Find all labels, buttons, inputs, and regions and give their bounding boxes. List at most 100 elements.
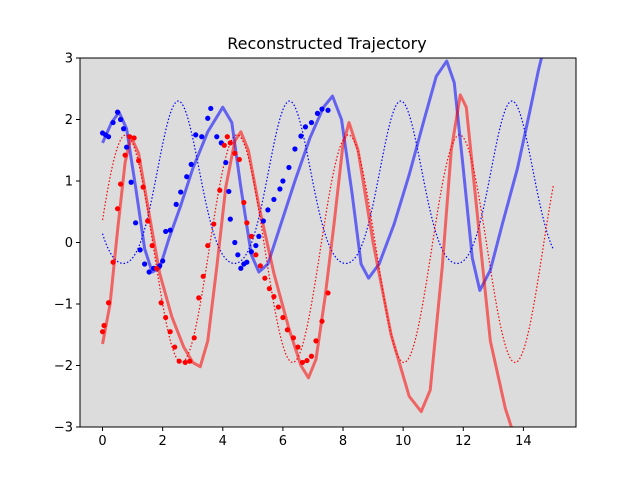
data-point-red xyxy=(262,275,268,281)
x-tick-label: 10 xyxy=(395,434,412,449)
data-point-red xyxy=(241,199,247,206)
axes-group xyxy=(80,58,576,427)
x-tick-label: 6 xyxy=(279,434,287,449)
chart-title: Reconstructed Trajectory xyxy=(227,34,426,53)
data-point-red xyxy=(131,135,137,141)
data-point-blue xyxy=(319,106,325,112)
data-point-blue xyxy=(308,119,315,126)
data-point-red xyxy=(196,295,202,301)
data-point-blue xyxy=(271,196,277,203)
data-point-red xyxy=(236,156,242,163)
data-point-red xyxy=(271,294,277,300)
data-point-red xyxy=(99,329,106,335)
y-tick-label: 0 xyxy=(65,236,73,251)
x-tick-label: 14 xyxy=(515,434,532,449)
data-point-blue xyxy=(163,228,169,235)
data-point-blue xyxy=(142,261,148,267)
data-point-red xyxy=(140,184,146,190)
data-point-blue xyxy=(298,133,304,139)
data-point-blue xyxy=(167,227,173,233)
data-point-red xyxy=(244,220,250,226)
data-point-red xyxy=(266,286,272,292)
data-point-red xyxy=(295,344,301,350)
data-point-red xyxy=(191,335,197,341)
data-point-red xyxy=(122,152,128,158)
data-point-red xyxy=(280,314,286,321)
data-point-blue xyxy=(232,239,238,246)
data-point-red xyxy=(299,359,306,366)
data-point-red xyxy=(110,259,116,265)
data-point-blue xyxy=(280,178,286,184)
data-point-red xyxy=(127,134,133,140)
data-point-blue xyxy=(114,109,121,115)
data-point-red xyxy=(182,359,188,366)
data-point-red xyxy=(154,265,160,271)
data-point-blue xyxy=(128,179,134,185)
data-point-blue xyxy=(117,116,124,123)
data-point-blue xyxy=(286,164,292,171)
data-point-red xyxy=(304,357,310,364)
data-point-red xyxy=(224,134,230,140)
y-tick-label: 2 xyxy=(65,113,73,128)
data-point-blue xyxy=(199,134,205,140)
data-point-red xyxy=(319,318,325,324)
data-point-blue xyxy=(325,107,331,113)
data-point-blue xyxy=(205,115,211,121)
data-point-red xyxy=(253,252,259,258)
data-point-red xyxy=(290,335,297,341)
y-tick-label: 3 xyxy=(65,52,73,67)
data-point-blue xyxy=(235,252,241,258)
y-tick-label: −1 xyxy=(54,298,73,313)
data-point-blue xyxy=(173,201,179,207)
data-point-red xyxy=(176,358,182,364)
x-tick-label: 4 xyxy=(219,434,227,449)
data-point-blue xyxy=(188,161,194,167)
data-point-red xyxy=(167,329,173,335)
data-point-blue xyxy=(120,126,127,132)
data-point-blue xyxy=(277,186,283,192)
data-point-blue xyxy=(226,188,232,195)
x-tick-label: 8 xyxy=(339,434,347,449)
y-tick-label: 1 xyxy=(65,175,73,190)
data-point-red xyxy=(308,353,315,359)
data-point-blue xyxy=(223,159,229,166)
data-point-red xyxy=(187,358,193,364)
y-tick-label: −3 xyxy=(54,421,73,436)
data-point-blue xyxy=(265,207,271,213)
data-point-blue xyxy=(227,216,233,222)
data-point-red xyxy=(313,338,319,344)
data-point-blue xyxy=(214,134,220,140)
data-point-red xyxy=(211,221,217,227)
data-point-blue xyxy=(302,124,309,130)
plot-background xyxy=(80,58,576,427)
x-tick-label: 0 xyxy=(98,434,106,449)
data-point-red xyxy=(325,290,331,296)
data-point-red xyxy=(172,344,178,350)
y-tick-label: −2 xyxy=(54,359,73,374)
data-point-blue xyxy=(260,218,266,224)
data-point-red xyxy=(275,304,281,310)
data-point-blue xyxy=(244,259,250,265)
data-point-blue xyxy=(248,249,254,255)
data-point-blue xyxy=(133,220,139,226)
reconstructed-trajectory-red xyxy=(101,93,513,427)
data-point-red xyxy=(117,181,124,187)
data-point-red xyxy=(284,327,291,333)
data-point-blue xyxy=(314,110,321,116)
x-tick-label: 2 xyxy=(159,434,167,449)
data-point-red xyxy=(101,322,107,329)
data-point-red xyxy=(163,314,169,321)
data-point-red xyxy=(227,140,233,146)
data-point-red xyxy=(158,300,164,306)
data-point-blue xyxy=(110,119,116,126)
data-point-blue xyxy=(123,144,130,150)
data-point-blue xyxy=(208,105,214,112)
data-point-red xyxy=(105,300,112,306)
data-point-red xyxy=(217,187,223,193)
data-point-red xyxy=(221,142,227,148)
data-point-blue xyxy=(193,132,199,138)
plot-area xyxy=(99,58,555,427)
data-point-red xyxy=(200,273,206,279)
